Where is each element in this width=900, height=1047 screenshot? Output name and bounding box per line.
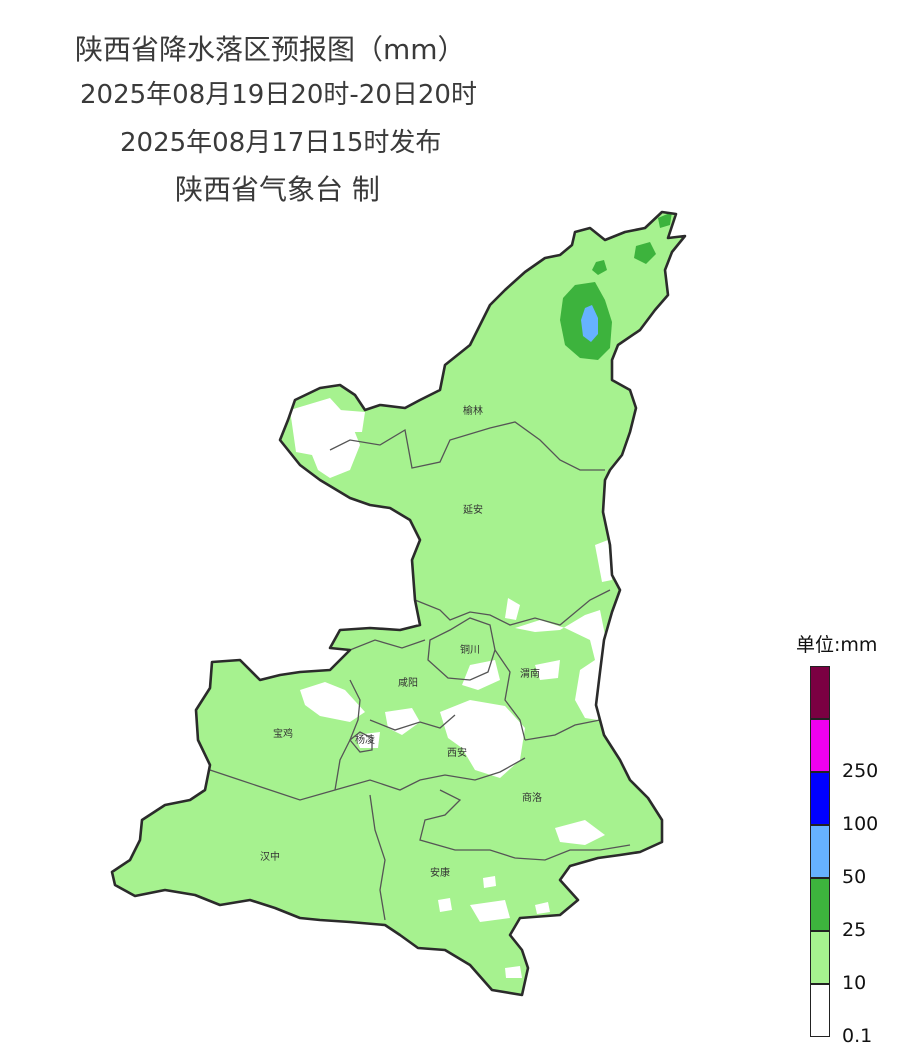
legend-label: 10 (842, 972, 867, 994)
border-weinan-west (494, 649, 526, 741)
city-label-shangluo: 商洛 (522, 791, 542, 804)
map-title: 陕西省降水落区预报图（mm） (75, 33, 466, 66)
no-rain-areas (290, 398, 612, 978)
border-yanan-south (414, 589, 611, 626)
legend-title: 单位:mm (796, 634, 878, 656)
province-border (110, 210, 687, 997)
border-tongchuan (427, 617, 496, 681)
no-rain-area-ankang-c (483, 876, 496, 888)
no-rain-area-ankang-d (505, 966, 522, 978)
no-rain-area-shangluo (555, 820, 605, 845)
legend-swatch (810, 931, 830, 984)
legend-swatch (810, 666, 830, 719)
moderate-rain-spot-c (658, 212, 672, 228)
forecast-period: 2025年08月19日20时-20日20时 (80, 80, 477, 110)
city-label-yanan: 延安 (463, 503, 483, 516)
moderate-rain-spot-b (634, 242, 656, 264)
legend-label: 50 (842, 866, 867, 888)
legend-swatch (810, 984, 830, 1037)
city-label-baoji: 宝鸡 (273, 727, 293, 740)
no-rain-area-northeast (505, 598, 520, 620)
border-xianyang-baoji (334, 679, 361, 791)
border-qinling-north (209, 757, 526, 801)
legend-label: 250 (842, 760, 879, 782)
city-label-xianyang: 咸阳 (398, 677, 418, 689)
city-label-tongchuan: 铜川 (460, 644, 480, 656)
border-yulin-yanan (329, 421, 605, 471)
district-borders (209, 421, 631, 921)
legend: 单位:mm 250 100 50 25 10 0.1 (796, 630, 896, 1047)
no-rain-area-ankang-b (438, 898, 452, 912)
legend-label: 100 (842, 813, 879, 835)
no-rain-area-weinan (515, 610, 608, 720)
no-rain-area-ankang-a (470, 900, 510, 922)
border-xianyang-xian (369, 714, 456, 731)
no-rain-area-west (340, 410, 365, 432)
city-label-weinan: 渭南 (520, 667, 540, 680)
city-label-yulin: 榆林 (463, 404, 483, 417)
no-rain-area-xian (440, 700, 525, 778)
legend-swatch (810, 825, 830, 878)
heavy-rain-core-yulin (581, 305, 598, 342)
legend-swatch (810, 772, 830, 825)
issuer: 陕西省气象台 制 (175, 173, 380, 206)
legend-label: 0.1 (842, 1025, 873, 1047)
no-rain-area-east-a (535, 660, 560, 680)
city-label-ankang: 安康 (430, 866, 450, 879)
moderate-rain-spot-a (592, 260, 607, 275)
border-weinan-south (524, 719, 601, 741)
province-area (112, 212, 685, 995)
precipitation-map: 榆林 延安 铜川 咸阳 渭南 宝鸡 杨凌 西安 商洛 汉中 安康 (110, 210, 687, 997)
no-rain-area-guanzhong-b (385, 708, 420, 735)
city-label-xian: 西安 (447, 746, 467, 759)
no-rain-area-guanzhong-a (300, 682, 365, 722)
border-ankang-shangluo (419, 789, 631, 861)
no-rain-area-ankang-e (535, 902, 550, 914)
issue-time: 2025年08月17日15时发布 (120, 128, 442, 158)
legend-swatch (810, 719, 830, 772)
legend-label: 25 (842, 919, 867, 941)
legend-swatch (810, 878, 830, 931)
border-yangling (349, 731, 373, 753)
no-rain-area-guanzhong-c (355, 732, 380, 748)
city-label-yangling: 杨凌 (355, 733, 375, 746)
border-hanzhong-ankang (369, 794, 386, 921)
city-label-hanzhong: 汉中 (260, 850, 280, 863)
no-rain-area-east-c (595, 540, 612, 582)
